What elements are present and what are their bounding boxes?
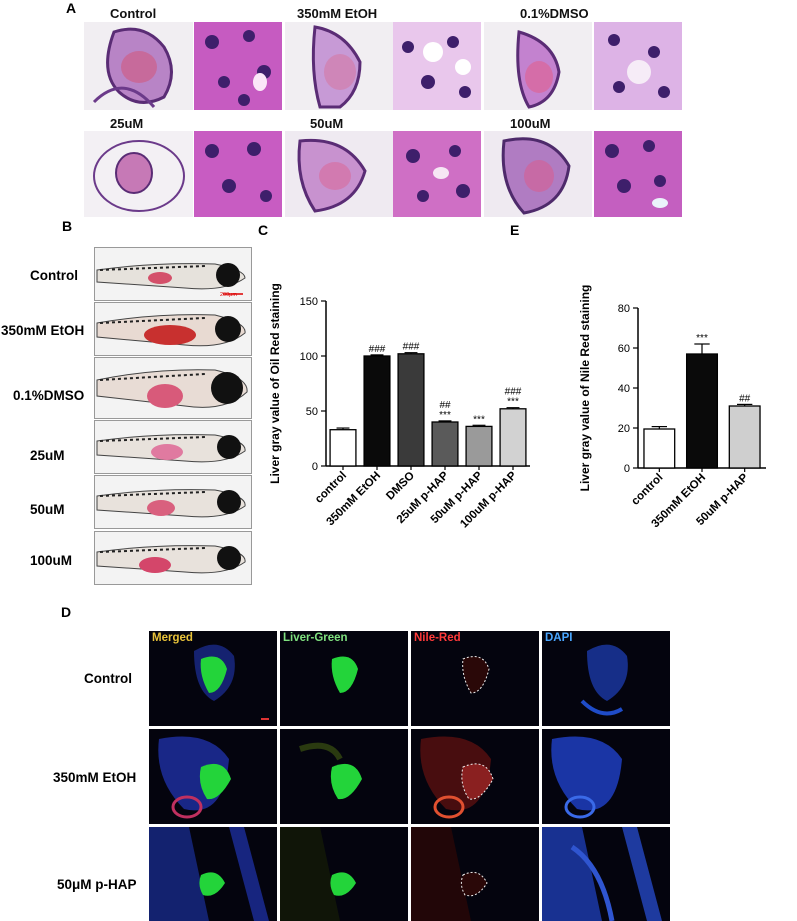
significance-label: ### <box>403 342 420 353</box>
panel-label-e: E <box>510 222 520 238</box>
panel-label-b: B <box>62 218 73 234</box>
panel-label-c: C <box>258 222 269 238</box>
significance-label: ### <box>505 387 522 398</box>
significance-label: *** <box>473 414 485 425</box>
chart-e-container: 0 20 40 60 80 Liver gray value of Nile Red st… <box>572 240 797 600</box>
x-tick-label: control <box>629 472 665 508</box>
fluor-control-liver-green: Liver-Green <box>280 631 408 726</box>
he-label-25um: 25uM <box>110 116 144 131</box>
bar <box>431 421 459 467</box>
scale-bar-label: 200μm <box>220 292 237 298</box>
channel-label-liver-green: Liver-Green <box>283 632 348 644</box>
fluor-phap-merged <box>149 827 277 921</box>
significance-label: ## <box>439 400 451 411</box>
he-label-dmso: 0.1%DMSO <box>520 6 589 21</box>
fluor-phap-dapi <box>542 827 670 921</box>
y-tick-label: 0 <box>624 463 630 475</box>
he-high-mag-25um <box>194 131 282 217</box>
y-tick-label: 100 <box>300 351 318 363</box>
significance-label: *** <box>439 410 451 421</box>
fish-label-25um: 25uM <box>30 448 65 463</box>
he-low-mag-50um <box>285 131 393 217</box>
he-low-mag-25um <box>84 131 193 217</box>
y-tick-label: 80 <box>618 303 630 315</box>
bar <box>728 405 761 469</box>
y-tick-label: 150 <box>300 296 318 308</box>
panel-label-d: D <box>61 604 72 620</box>
fluor-etoh-dapi <box>542 729 670 824</box>
significance-label: ## <box>739 393 751 404</box>
y-tick-label: 0 <box>312 461 318 473</box>
bar <box>499 408 527 467</box>
he-high-mag-50um <box>393 131 481 217</box>
y-axis-label: Liver gray value of Oil Red staining <box>268 283 282 484</box>
he-low-mag-dmso <box>484 22 592 110</box>
he-high-mag-100um <box>594 131 682 217</box>
he-high-mag-dmso <box>594 22 682 110</box>
channel-label-merged: Merged <box>152 632 193 644</box>
fluor-row-label-350mm-etoh: 350mM EtOH <box>53 770 137 785</box>
fluor-phap-nile-red <box>411 827 539 921</box>
fish-label-50um: 50uM <box>30 502 65 517</box>
y-axis-label: Liver gray value of Nile Red staining <box>578 285 592 492</box>
fluor-control-merged: Merged <box>149 631 277 726</box>
bar <box>363 355 391 467</box>
fish-label-control: Control <box>30 268 78 283</box>
fish-image-dmso <box>94 357 252 419</box>
fluor-row-label-50um-phap: 50μM p-HAP <box>57 877 137 892</box>
bar <box>465 425 493 467</box>
panel-label-a: A <box>66 0 77 16</box>
fish-image-25um <box>94 420 252 474</box>
chart-c-container: 0 50 100 150 Liver gray value of Oil Red sta… <box>262 240 532 600</box>
fish-image-350mm-etoh <box>94 302 252 356</box>
he-high-mag-350mm-etoh <box>393 22 481 110</box>
significance-label: ### <box>369 344 386 355</box>
y-tick-label: 60 <box>618 343 630 355</box>
chart-e: 0 20 40 60 80 Liver gray value of Nile Red st… <box>578 285 766 530</box>
he-label-350mm-etoh: 350mM EtOH <box>297 6 378 21</box>
x-tick-label: DMSO <box>384 470 417 503</box>
channel-label-nile-red: Nile-Red <box>414 632 461 644</box>
bar <box>643 428 676 469</box>
fluor-etoh-liver-green <box>280 729 408 824</box>
he-label-control: Control <box>110 6 157 21</box>
he-low-mag-control <box>84 22 193 110</box>
significance-label: *** <box>696 333 708 344</box>
bar <box>329 429 357 467</box>
fluor-phap-liver-green <box>280 827 408 921</box>
fish-image-100um <box>94 531 252 585</box>
fish-label-100um: 100uM <box>30 553 73 568</box>
fluor-row-label-control: Control <box>84 671 132 686</box>
fluor-etoh-merged <box>149 729 277 824</box>
he-label-100um: 100uM <box>510 116 551 131</box>
chart-c: 0 50 100 150 Liver gray value of Oil Red sta… <box>268 283 530 531</box>
he-label-50um: 50uM <box>310 116 344 131</box>
bar <box>397 353 425 467</box>
fish-image-50um <box>94 475 252 529</box>
y-tick-label: 50 <box>306 406 318 418</box>
bar <box>685 353 719 469</box>
he-high-mag-control <box>194 22 282 110</box>
fluor-control-dapi: DAPI <box>542 631 670 726</box>
significance-label: *** <box>507 397 519 408</box>
channel-label-dapi: DAPI <box>545 632 573 644</box>
fish-label-dmso: 0.1%DMSO <box>13 388 85 403</box>
he-low-mag-350mm-etoh <box>285 22 393 110</box>
y-tick-label: 20 <box>618 423 630 435</box>
fish-label-350mm-etoh: 350mM EtOH <box>1 323 85 338</box>
he-low-mag-100um <box>484 131 592 217</box>
fish-image-control: 200μm <box>94 247 252 301</box>
fluor-etoh-nile-red <box>411 729 539 824</box>
fluor-control-nile-red: Nile-Red <box>411 631 539 726</box>
y-tick-label: 40 <box>618 383 630 395</box>
